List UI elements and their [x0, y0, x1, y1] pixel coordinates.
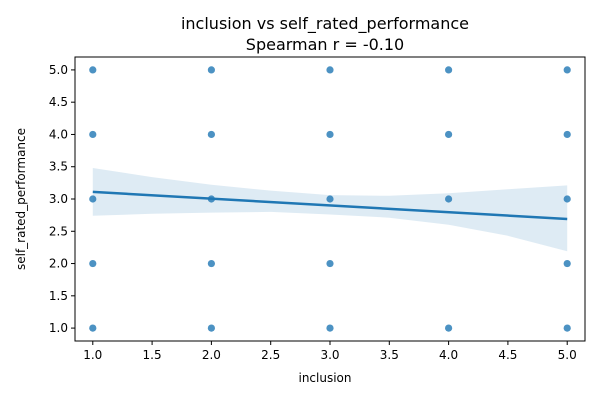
y-axis-label: self_rated_performance: [14, 128, 28, 270]
scatter-point: [563, 259, 571, 268]
x-axis-label: inclusion: [298, 371, 351, 385]
scatter-point: [326, 66, 334, 74]
scatter-point: [445, 66, 453, 74]
x-tick-label: 3.5: [380, 348, 399, 362]
scatter-point: [563, 324, 571, 332]
y-tick-label: 3.0: [49, 192, 68, 206]
scatter-point: [207, 324, 215, 332]
y-tick-label: 2.0: [49, 257, 68, 271]
x-tick-label: 1.0: [83, 348, 102, 362]
chart-title: inclusion vs self_rated_performance: [181, 14, 469, 34]
scatter-point: [207, 259, 215, 268]
scatter-point: [89, 130, 97, 139]
scatter-point: [563, 130, 571, 139]
x-tick-label: 4.5: [498, 348, 517, 362]
scatter-point: [445, 130, 453, 139]
regression-line: [92, 190, 568, 221]
scatter-point: [207, 130, 215, 139]
scatter-point: [89, 195, 97, 203]
scatter-point: [89, 66, 97, 74]
y-tick-label: 4.0: [49, 127, 68, 141]
scatter-point: [326, 324, 334, 332]
scatter-point: [563, 195, 571, 203]
x-tick-label: 4.0: [439, 348, 458, 362]
scatter-point: [326, 130, 334, 139]
scatter-point: [326, 195, 334, 203]
x-tick-label: 2.5: [261, 348, 280, 362]
scatter-point: [445, 324, 453, 332]
confidence-band: [92, 168, 568, 252]
scatter-point: [207, 66, 215, 74]
x-tick-label: 1.5: [143, 348, 162, 362]
x-tick-label: 3.0: [320, 348, 339, 362]
scatter-point: [563, 66, 571, 74]
y-tick-label: 5.0: [49, 63, 68, 77]
y-tick-label: 4.5: [49, 95, 68, 109]
y-tick-label: 2.5: [49, 224, 68, 238]
scatter-point: [89, 259, 97, 268]
scatter-point: [445, 195, 453, 203]
y-tick-label: 3.5: [49, 160, 68, 174]
x-tick-label: 2.0: [202, 348, 221, 362]
chart-subtitle: Spearman r = -0.10: [246, 35, 404, 54]
scatter-point: [89, 324, 97, 332]
y-tick-label: 1.0: [49, 321, 68, 335]
x-tick-label: 5.0: [558, 348, 577, 362]
plot-area: 1.0 1.5 2.0 2.5 3.0 3.5 4.0 4.5 5.0 1.0 1.5 2.0 2.5 3…: [49, 56, 586, 362]
y-tick-label: 1.5: [49, 289, 68, 303]
scatter-point: [326, 259, 334, 268]
